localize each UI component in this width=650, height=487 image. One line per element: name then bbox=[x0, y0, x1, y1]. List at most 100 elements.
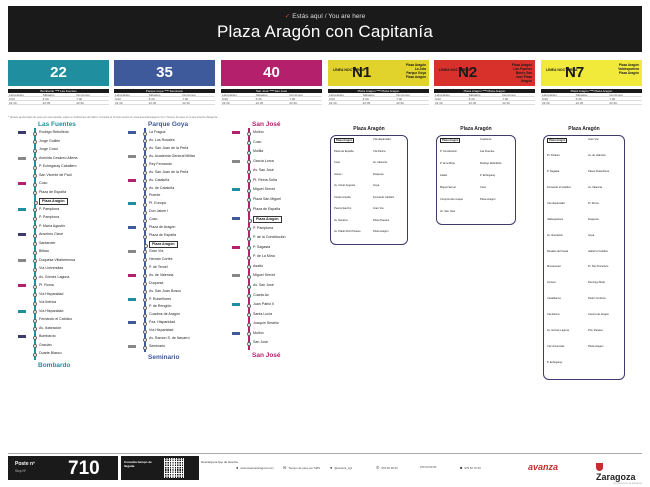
night-stop-label: Goya bbox=[588, 233, 595, 237]
night-stop-label: Gran Vía bbox=[588, 138, 599, 141]
qr-code-icon[interactable] bbox=[164, 458, 184, 478]
night-stop-label: Pl. Paraíso bbox=[547, 153, 560, 157]
stop-label: Santander bbox=[33, 240, 56, 247]
stop-label: Jorge Cocci bbox=[33, 147, 58, 153]
schedule-cell: 22:40 bbox=[502, 101, 510, 104]
schedule-cell: Laborables bbox=[329, 93, 344, 96]
night-stop-label: Paseo Ruiseñores bbox=[588, 169, 610, 173]
stop-label: Coso bbox=[246, 139, 262, 146]
schedule-cell: Sábados bbox=[255, 93, 268, 96]
phone-text-1: 976 00 00 00 bbox=[381, 466, 398, 470]
line-box-n1: LÍNEA NOCTURNA N1 Plaza Aragón La Jota Par… bbox=[328, 60, 429, 86]
web-contact[interactable]: ● www.avanzazaragoza.com bbox=[236, 465, 274, 470]
schedule-cell: 6:00 bbox=[542, 97, 548, 100]
stop-label: Molilla bbox=[246, 149, 264, 155]
night-stop-label: Cuarta Av. bbox=[480, 138, 492, 141]
night-title-n1: Plaza Aragón bbox=[353, 126, 385, 132]
stop-label: Coso bbox=[142, 217, 158, 223]
transfer-badge bbox=[232, 188, 240, 192]
night-stop-label: P. de la Mina bbox=[440, 162, 455, 165]
app-download-text[interactable]: Descarga la App de Avanza bbox=[201, 460, 238, 464]
twitter-contact[interactable]: ● @avanza_zgz bbox=[330, 465, 352, 470]
transfer-badge bbox=[232, 303, 240, 307]
stop-label: Plaza San Miguel bbox=[247, 196, 281, 203]
transfer-badge bbox=[232, 331, 240, 335]
you-are-here-text: Estás aquí / You are here bbox=[292, 13, 366, 20]
stop-label: Bilbao bbox=[33, 249, 49, 255]
transfer-badge bbox=[18, 284, 26, 288]
stop-label: P. de La Mina bbox=[247, 254, 275, 260]
stop-label: Rey Fernando bbox=[143, 161, 172, 168]
schedule-cell: 22:45 bbox=[42, 101, 51, 104]
stop-label: P. Ruiseñores bbox=[142, 296, 172, 302]
footer: Poste nº Stop Nº 710 Consulta tiempo de … bbox=[8, 453, 642, 482]
stop-label: P. Sagasta bbox=[246, 244, 271, 251]
schedule-header: Plaza Aragón ⟶ Plaza Aragón bbox=[541, 89, 642, 93]
line-box-35: 35 bbox=[114, 60, 215, 86]
schedule-cell: 6:30 bbox=[42, 97, 49, 100]
stop-label: Duquesa bbox=[142, 280, 164, 287]
night-stop-label: Av. César Augusto bbox=[334, 184, 356, 188]
phone-text-3: 976 52 70 00 bbox=[464, 466, 481, 470]
night-stop-label: Plaza Aragón bbox=[440, 138, 461, 143]
schedule-cell: Laborables bbox=[222, 93, 237, 96]
stop-label: Asalto bbox=[247, 263, 263, 270]
schedule-cell: Laborables bbox=[542, 93, 557, 96]
line-code: N2 bbox=[458, 64, 478, 81]
stop-label: Av. Ilustración bbox=[32, 325, 62, 332]
phone-contact-3: ■ 976 52 70 00 bbox=[460, 465, 481, 470]
schedule-cell: 7:00 bbox=[289, 97, 296, 100]
transfer-badge bbox=[128, 154, 136, 158]
schedule-cell: 22:40 bbox=[289, 101, 297, 104]
schedule-row: Laborables Sábados Domingos bbox=[434, 93, 535, 97]
stop-label: Av. San Juan Bosco bbox=[142, 288, 182, 295]
route-line-line35 bbox=[144, 128, 146, 352]
phone-contact-1: ✆ 976 00 00 00 bbox=[376, 465, 398, 470]
stop-label: Vía Hispanidad bbox=[142, 328, 174, 334]
schedule-cell: 6:00 bbox=[9, 97, 15, 100]
night-stop-label: Isabel la Católica bbox=[588, 249, 608, 253]
stop-label: Duquesa Villahermosa bbox=[32, 257, 76, 264]
mail-icon: ✉ bbox=[283, 465, 287, 470]
route-label: Plaza Aragón Las Fuentes Barrio San José… bbox=[511, 63, 532, 83]
night-stop-label: Plaza Aragón bbox=[588, 345, 604, 349]
twitter-text: @avanza_zgz bbox=[334, 466, 353, 470]
night-stop-label: P. Constitución bbox=[440, 150, 458, 153]
schedule-n7: Plaza Aragón ⟶ Plaza Aragón Laborables Sáb… bbox=[541, 89, 642, 111]
night-stop-label: Av. Navarra bbox=[334, 218, 348, 222]
stop-label: P. de Renglón bbox=[142, 304, 172, 310]
night-title-n2: Plaza Aragón bbox=[460, 126, 492, 132]
you-are-here-label: ✓ Estás aquí / You are here bbox=[8, 6, 642, 20]
schedule-row: 22:40 22:45 22:40 bbox=[328, 101, 429, 105]
night-stop-label: Rodrigo Rebolledo bbox=[480, 162, 502, 165]
night-stop-label: Domingo Miral bbox=[588, 281, 605, 285]
stop-label: P. Pamplona bbox=[32, 206, 60, 213]
schedule-cell: 6:30 bbox=[255, 97, 262, 100]
schedule-cell: 22:45 bbox=[255, 101, 264, 104]
schedule-cell: 6:30 bbox=[575, 97, 582, 100]
schedule-header: Plaza Aragón ⟶ Plaza Aragón bbox=[328, 89, 429, 93]
line-end-line40: San José bbox=[252, 352, 281, 359]
avanza-logo: avanza bbox=[528, 462, 559, 472]
stop-label: Cuarta Av. bbox=[246, 292, 270, 299]
schedule-cell: 22:40 bbox=[222, 101, 230, 104]
schedule-cell: Sábados bbox=[362, 93, 375, 96]
schedule-n1: Plaza Aragón ⟶ Plaza Aragón Laborables Sáb… bbox=[328, 89, 429, 111]
night-stop-label: Pl. Roma bbox=[588, 201, 599, 205]
stop-label: Pl. Reina Sofía bbox=[247, 177, 277, 184]
consult-text: Consulta tiempo de llegada bbox=[124, 460, 152, 468]
night-stop-label: Pza. Paraíso bbox=[588, 329, 603, 333]
schedule-header: Plaza Aragón ⟶ Plaza Aragón bbox=[434, 89, 535, 93]
schedule-header: Bombardo ⟶ Las Fuentes bbox=[8, 89, 109, 93]
schedule-cell: 22:40 bbox=[115, 101, 123, 104]
stop-label: Duarte Blasco bbox=[33, 351, 62, 357]
stop-label: Av. San Juan de la Peña bbox=[142, 169, 189, 176]
schedule-cell: 7:00 bbox=[182, 97, 189, 100]
schedule-cell: 7:00 bbox=[396, 97, 403, 100]
night-stop-label: P. Echegaray bbox=[480, 174, 496, 177]
phone-contact-2: 976 54 00 00 bbox=[420, 465, 436, 469]
stop-label: Santa Lucía bbox=[246, 311, 273, 318]
night-stop-label: Av. Valencia bbox=[373, 161, 387, 165]
night-stop-label: Puerta Sancho bbox=[334, 207, 352, 211]
stop-label: Anselmo Clavé bbox=[32, 232, 64, 238]
